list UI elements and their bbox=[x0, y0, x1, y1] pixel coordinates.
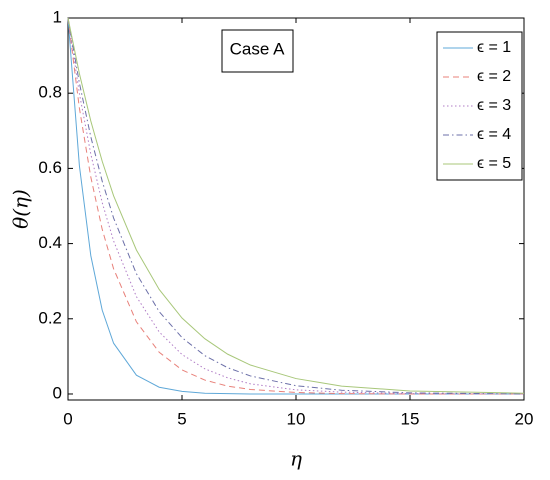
x-tick-label: 15 bbox=[401, 409, 420, 428]
x-tick-label: 20 bbox=[515, 409, 534, 428]
legend-label: ϵ = 1 bbox=[477, 39, 511, 56]
y-tick-label: 0.4 bbox=[38, 233, 62, 252]
x-tick-label: 5 bbox=[177, 409, 186, 428]
line-series bbox=[67, 17, 525, 394]
line-series bbox=[67, 17, 525, 395]
y-tick-label: 0.2 bbox=[38, 308, 62, 327]
line-series bbox=[67, 17, 524, 395]
y-tick-label: 1 bbox=[53, 7, 62, 26]
x-tick-label: 10 bbox=[287, 409, 306, 428]
x-tick-label: 0 bbox=[63, 409, 72, 428]
x-axis-label: η bbox=[290, 447, 302, 471]
legend-label: ϵ = 2 bbox=[477, 68, 511, 85]
annotation: Case A bbox=[230, 39, 285, 58]
legend-label: ϵ = 4 bbox=[477, 126, 511, 143]
legend-label: ϵ = 3 bbox=[477, 97, 511, 114]
annotation-box bbox=[221, 29, 294, 73]
y-tick-label: 0 bbox=[53, 383, 62, 402]
legend-label: ϵ = 5 bbox=[477, 155, 511, 172]
y-tick-label: 0.6 bbox=[38, 158, 62, 177]
y-axis-label: θ(η) bbox=[9, 189, 33, 229]
y-tick-label: 0.8 bbox=[38, 83, 62, 102]
